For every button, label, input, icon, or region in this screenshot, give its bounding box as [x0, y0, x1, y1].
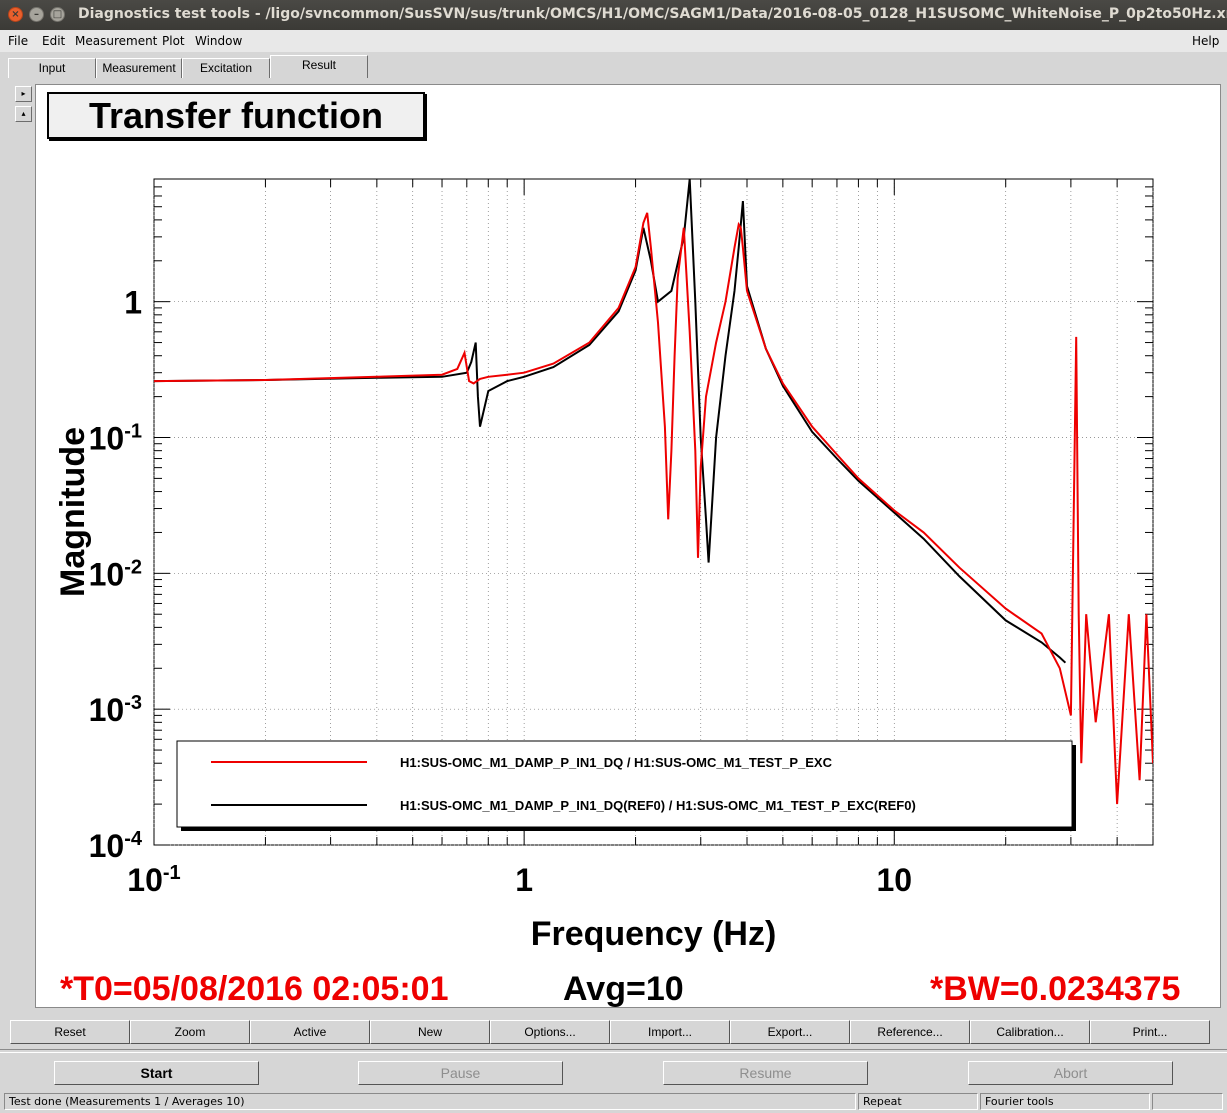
x-tick-label: 1 [515, 862, 533, 898]
resume-button[interactable]: Resume [663, 1061, 868, 1085]
legend-entry: H1:SUS-OMC_M1_DAMP_P_IN1_DQ(REF0) / H1:S… [400, 798, 916, 813]
y-tick-label: 10-4 [89, 828, 143, 864]
y-tick-label: 1 [124, 285, 142, 321]
reference-button[interactable]: Reference... [850, 1020, 970, 1044]
expand-right-arrow-icon[interactable]: ▸ [15, 86, 32, 102]
reset-button[interactable]: Reset [10, 1020, 130, 1044]
menu-plot[interactable]: Plot [162, 34, 185, 48]
minimize-window-icon[interactable]: – [29, 7, 44, 22]
maximize-window-icon[interactable]: □ [50, 7, 65, 22]
menu-bar: File Edit Measurement Plot Window Help [0, 30, 1227, 52]
y-tick-label: 10-1 [89, 421, 142, 457]
legend-box [176, 740, 1073, 828]
menu-file[interactable]: File [8, 34, 29, 48]
active-button[interactable]: Active [250, 1020, 370, 1044]
menu-help[interactable]: Help [1192, 34, 1220, 48]
tab-bar: Input Measurement Excitation Result [0, 53, 1227, 79]
close-window-icon[interactable]: × [8, 7, 23, 22]
start-button[interactable]: Start [54, 1061, 259, 1085]
status-fourier-tools: Fourier tools [980, 1093, 1150, 1110]
status-bar: Test done (Measurements 1 / Averages 10)… [0, 1091, 1227, 1113]
tab-result[interactable]: Result [270, 55, 368, 78]
bw-label: *BW=0.0234375 [930, 970, 1181, 1008]
tab-excitation[interactable]: Excitation [182, 58, 270, 78]
menu-measurement[interactable]: Measurement [75, 34, 158, 48]
menu-window[interactable]: Window [195, 34, 243, 48]
t0-label: *T0=05/08/2016 02:05:01 [60, 970, 449, 1008]
x-axis-label: Frequency (Hz) [531, 915, 777, 953]
series-line-reference [154, 179, 1067, 664]
graph-title: Transfer function [47, 92, 425, 139]
tab-measurement[interactable]: Measurement [96, 58, 182, 78]
x-tick-label: 10 [876, 862, 912, 898]
collapse-up-arrow-icon[interactable]: ▴ [15, 106, 32, 122]
export-button[interactable]: Export... [730, 1020, 850, 1044]
tab-input[interactable]: Input [8, 58, 96, 78]
pause-button[interactable]: Pause [358, 1061, 563, 1085]
plot-area [153, 178, 1154, 846]
status-message: Test done (Measurements 1 / Averages 10) [4, 1093, 856, 1110]
separator [0, 1049, 1227, 1053]
legend-entry: H1:SUS-OMC_M1_DAMP_P_IN1_DQ / H1:SUS-OMC… [400, 755, 833, 770]
avg-label: Avg=10 [563, 970, 684, 1008]
print-button[interactable]: Print... [1090, 1020, 1210, 1044]
calibration-button[interactable]: Calibration... [970, 1020, 1090, 1044]
menu-edit[interactable]: Edit [42, 34, 66, 48]
new-button[interactable]: New [370, 1020, 490, 1044]
window-titlebar: × – □ Diagnostics test tools - /ligo/svn… [0, 0, 1227, 30]
status-extra [1152, 1093, 1223, 1110]
abort-button[interactable]: Abort [968, 1061, 1173, 1085]
import-button[interactable]: Import... [610, 1020, 730, 1044]
transfer-function-plot[interactable]: 10-1 1 10 1 10-1 10-2 10-3 10-4 Frequency (Hz) Ma… [36, 85, 1220, 965]
zoom-button[interactable]: Zoom [130, 1020, 250, 1044]
window-title: Diagnostics test tools - /ligo/svncommon… [78, 6, 1227, 22]
y-tick-label: 10-3 [89, 692, 142, 728]
status-repeat: Repeat [858, 1093, 978, 1110]
series-line-live [154, 212, 1153, 805]
y-tick-label: 10-2 [89, 556, 142, 592]
options-button[interactable]: Options... [490, 1020, 610, 1044]
y-axis-label: Magnitude [54, 427, 92, 597]
plot-button-row: Reset Zoom Active New Options... Import.… [10, 1020, 1220, 1044]
x-tick-label: 10-1 [127, 862, 180, 898]
